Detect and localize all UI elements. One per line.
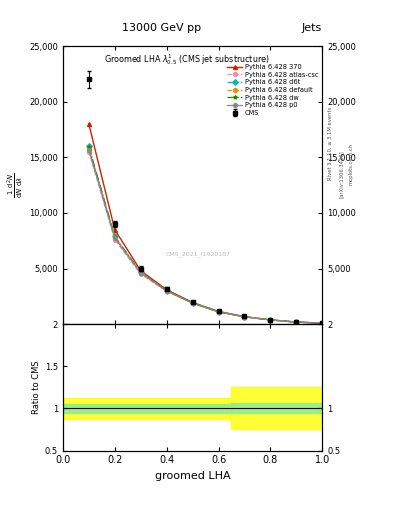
Pythia 6.428 default xyxy=(190,300,195,306)
Pythia 6.428 370 xyxy=(86,121,91,127)
Pythia 6.428 p0 xyxy=(294,319,299,325)
Pythia 6.428 default xyxy=(268,317,273,323)
Pythia 6.428 370 xyxy=(320,320,325,326)
Pythia 6.428 atlas-csc xyxy=(216,309,221,315)
Pythia 6.428 dw xyxy=(138,269,143,275)
Pythia 6.428 default xyxy=(216,309,221,315)
Pythia 6.428 dw xyxy=(190,300,195,306)
Pythia 6.428 d6t xyxy=(216,309,221,315)
Pythia 6.428 atlas-csc xyxy=(242,314,247,320)
Pythia 6.428 d6t xyxy=(268,317,273,323)
Pythia 6.428 d6t xyxy=(320,320,325,326)
Pythia 6.428 atlas-csc xyxy=(268,317,273,323)
Pythia 6.428 p0 xyxy=(268,317,273,323)
Pythia 6.428 default xyxy=(294,319,299,325)
Line: Pythia 6.428 p0: Pythia 6.428 p0 xyxy=(87,147,324,325)
Pythia 6.428 d6t xyxy=(242,314,247,320)
Pythia 6.428 dw xyxy=(164,288,169,294)
Pythia 6.428 p0 xyxy=(164,288,169,294)
Pythia 6.428 370 xyxy=(268,317,273,323)
Pythia 6.428 default xyxy=(242,314,247,320)
Text: CMS_2021_I1920187: CMS_2021_I1920187 xyxy=(165,252,230,258)
Pythia 6.428 atlas-csc xyxy=(164,288,169,294)
Pythia 6.428 atlas-csc xyxy=(86,148,91,155)
Line: Pythia 6.428 d6t: Pythia 6.428 d6t xyxy=(87,144,324,325)
Pythia 6.428 d6t xyxy=(190,300,195,306)
Pythia 6.428 370 xyxy=(294,319,299,325)
Text: [arXiv:1306.3436]: [arXiv:1306.3436] xyxy=(339,150,344,198)
Pythia 6.428 p0 xyxy=(242,314,247,320)
Pythia 6.428 370 xyxy=(216,308,221,314)
Text: Jets: Jets xyxy=(302,23,322,33)
Pythia 6.428 p0 xyxy=(320,320,325,326)
Pythia 6.428 dw xyxy=(86,144,91,151)
Pythia 6.428 370 xyxy=(190,300,195,306)
Line: Pythia 6.428 atlas-csc: Pythia 6.428 atlas-csc xyxy=(87,150,324,325)
Y-axis label: $\frac{1}{\mathrm{d}N}\frac{\mathrm{d}^2N}{\mathrm{d}\lambda}$: $\frac{1}{\mathrm{d}N}\frac{\mathrm{d}^2… xyxy=(6,173,25,198)
Pythia 6.428 370 xyxy=(164,287,169,293)
Pythia 6.428 dw xyxy=(242,314,247,320)
Pythia 6.428 default xyxy=(112,234,117,241)
Legend: Pythia 6.428 370, Pythia 6.428 atlas-csc, Pythia 6.428 d6t, Pythia 6.428 default: Pythia 6.428 370, Pythia 6.428 atlas-csc… xyxy=(227,63,319,117)
Pythia 6.428 dw xyxy=(294,319,299,325)
Pythia 6.428 default xyxy=(164,288,169,294)
Pythia 6.428 p0 xyxy=(112,235,117,241)
Pythia 6.428 p0 xyxy=(86,146,91,153)
Pythia 6.428 370 xyxy=(112,226,117,232)
Line: Pythia 6.428 default: Pythia 6.428 default xyxy=(87,146,324,325)
Pythia 6.428 dw xyxy=(216,309,221,315)
Pythia 6.428 dw xyxy=(112,234,117,240)
Pythia 6.428 atlas-csc xyxy=(190,300,195,306)
Text: Groomed LHA $\lambda^{1}_{0.5}$ (CMS jet substructure): Groomed LHA $\lambda^{1}_{0.5}$ (CMS jet… xyxy=(105,52,270,67)
Pythia 6.428 default xyxy=(138,270,143,276)
Y-axis label: Ratio to CMS: Ratio to CMS xyxy=(32,360,41,414)
Pythia 6.428 atlas-csc xyxy=(138,271,143,277)
Pythia 6.428 d6t xyxy=(138,269,143,275)
Line: Pythia 6.428 dw: Pythia 6.428 dw xyxy=(87,145,324,325)
Pythia 6.428 370 xyxy=(242,313,247,319)
Pythia 6.428 atlas-csc xyxy=(112,237,117,243)
Pythia 6.428 atlas-csc xyxy=(294,319,299,325)
Text: mcplots.cern.ch: mcplots.cern.ch xyxy=(349,143,354,185)
Pythia 6.428 dw xyxy=(268,317,273,323)
Line: Pythia 6.428 370: Pythia 6.428 370 xyxy=(87,122,324,325)
Pythia 6.428 p0 xyxy=(138,270,143,276)
Text: Rivet 3.1.10, ≥ 3.1M events: Rivet 3.1.10, ≥ 3.1M events xyxy=(328,106,333,180)
Pythia 6.428 atlas-csc xyxy=(320,320,325,326)
Pythia 6.428 d6t xyxy=(164,288,169,294)
X-axis label: groomed LHA: groomed LHA xyxy=(155,471,230,481)
Pythia 6.428 d6t xyxy=(112,233,117,239)
Pythia 6.428 dw xyxy=(320,320,325,326)
Pythia 6.428 d6t xyxy=(294,319,299,325)
Pythia 6.428 d6t xyxy=(86,143,91,150)
Text: 13000 GeV pp: 13000 GeV pp xyxy=(122,23,201,33)
Pythia 6.428 p0 xyxy=(216,309,221,315)
Pythia 6.428 default xyxy=(86,145,91,152)
Pythia 6.428 default xyxy=(320,320,325,326)
Pythia 6.428 370 xyxy=(138,268,143,274)
Pythia 6.428 p0 xyxy=(190,300,195,306)
